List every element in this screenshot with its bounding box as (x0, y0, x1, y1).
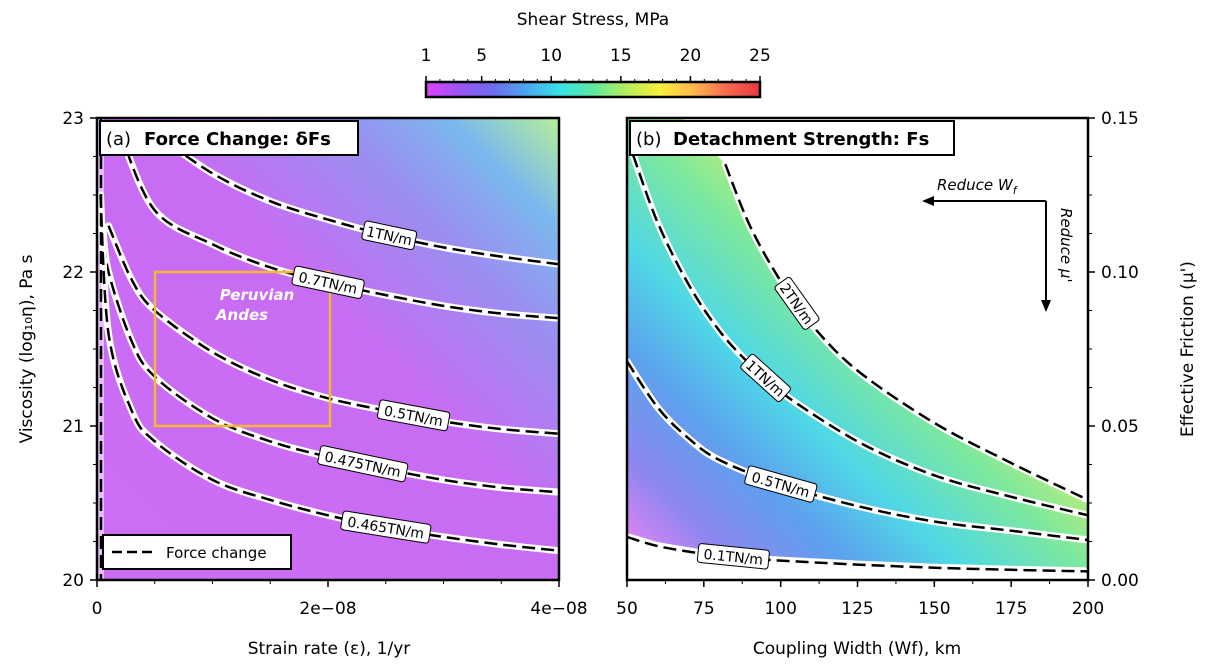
panel-b-heatmap (627, 118, 1088, 568)
colorbar-bar (424, 80, 762, 99)
panel-a-title: Force Change: δFs (144, 129, 331, 150)
colorbar-tick-label: 25 (749, 46, 771, 66)
y-tick-label: 21 (62, 417, 84, 437)
legend-label: Force change (166, 544, 267, 562)
contour-line (99, 194, 559, 552)
panel-b-xlabel: Coupling Width (Wf), km (753, 639, 961, 659)
contour-label-box (376, 399, 451, 432)
contour-label-box (291, 265, 365, 299)
colorbar-tick-label: 20 (680, 46, 702, 66)
contour-label-box (744, 465, 818, 503)
panel-a-legend: Force change (102, 534, 292, 570)
contour-label-box (696, 543, 770, 570)
colorbar-tick-label: 5 (476, 46, 487, 66)
panel-a-heatmap (97, 118, 559, 580)
panel-a: Peruvian Andes 1TN/m0.7TN/m0.5TN/m0.475T… (17, 109, 588, 659)
y-tick-label: 0.15 (1101, 109, 1139, 129)
box-label-line2: Andes (215, 306, 268, 324)
contour-label-box (361, 220, 418, 251)
panel-b-axes: 50 75 100 125 150 175 200 0.00 0.05 0.10 0.15 (616, 109, 1139, 619)
panel-b-title: Detachment Strength: Fs (673, 129, 929, 150)
panel-b-ylabel: Effective Friction (μ') (1178, 261, 1198, 437)
panel-a-title-box (99, 120, 359, 156)
contour-line (107, 225, 559, 435)
box-label-line1: Peruvian (220, 286, 295, 304)
colorbar-tick-label: 1 (421, 46, 432, 66)
contour-line (627, 360, 1088, 542)
colorbar-ticks: 1 5 10 15 20 25 (421, 46, 771, 82)
x-tick-label: 75 (693, 599, 715, 619)
y-tick-label: 20 (62, 571, 84, 591)
x-tick-label: 200 (1072, 599, 1104, 619)
colorbar-tick-label: 15 (610, 46, 632, 66)
y-tick-label: 0.10 (1101, 263, 1139, 283)
contour-label-box (317, 445, 409, 483)
contour-line (627, 535, 1088, 573)
reduce-w-arrowhead (922, 196, 934, 206)
x-tick-label: 150 (918, 599, 950, 619)
contour-line (724, 163, 1088, 502)
panel-b-title-box (629, 120, 955, 156)
x-tick-label: 175 (995, 599, 1027, 619)
reduce-w-text: Reduce Wf (937, 176, 1019, 197)
y-tick-label: 0.05 (1101, 417, 1139, 437)
colorbar-tick-label: 10 (540, 46, 562, 66)
contour-label-box (774, 277, 820, 330)
panel-a-ylabel: Viscosity (log₁₀η), Pa s (17, 254, 37, 443)
y-tick-label: 23 (62, 109, 84, 129)
peruvian-andes-box (153, 270, 332, 428)
panel-a-axes: 0 2e−08 4e−08 20 21 22 23 (62, 109, 587, 619)
contour-label: 0.1TN/m (696, 543, 770, 570)
colorbar: Shear Stress, MPa 1 5 10 15 20 25 (421, 10, 771, 99)
x-tick-label: 50 (616, 599, 638, 619)
x-tick-label: 125 (841, 599, 873, 619)
colorbar-title: Shear Stress, MPa (517, 10, 669, 30)
contour-label-text: 0.1TN/m (703, 547, 764, 569)
y-tick-label: 0.00 (1101, 571, 1139, 591)
panel-a-xlabel: Strain rate (ε), 1/yr (248, 639, 411, 659)
x-tick-label: 0 (92, 599, 103, 619)
reduce-mu-text: Reduce μ' (1057, 208, 1075, 283)
panel-b-annotations: Reduce Wf Reduce μ' (922, 176, 1075, 312)
panel-b-label: (b) (636, 129, 661, 150)
contour-label-box (340, 510, 432, 544)
x-tick-label: 4e−08 (530, 599, 587, 619)
panel-a-label: (a) (106, 129, 131, 150)
x-tick-label: 100 (764, 599, 796, 619)
reduce-mu-arrowhead (1041, 300, 1051, 312)
contour-line (101, 225, 559, 494)
x-tick-label: 2e−08 (299, 599, 356, 619)
contour-line (154, 132, 559, 266)
y-tick-label: 22 (62, 263, 84, 283)
contour-label-box (740, 353, 791, 402)
